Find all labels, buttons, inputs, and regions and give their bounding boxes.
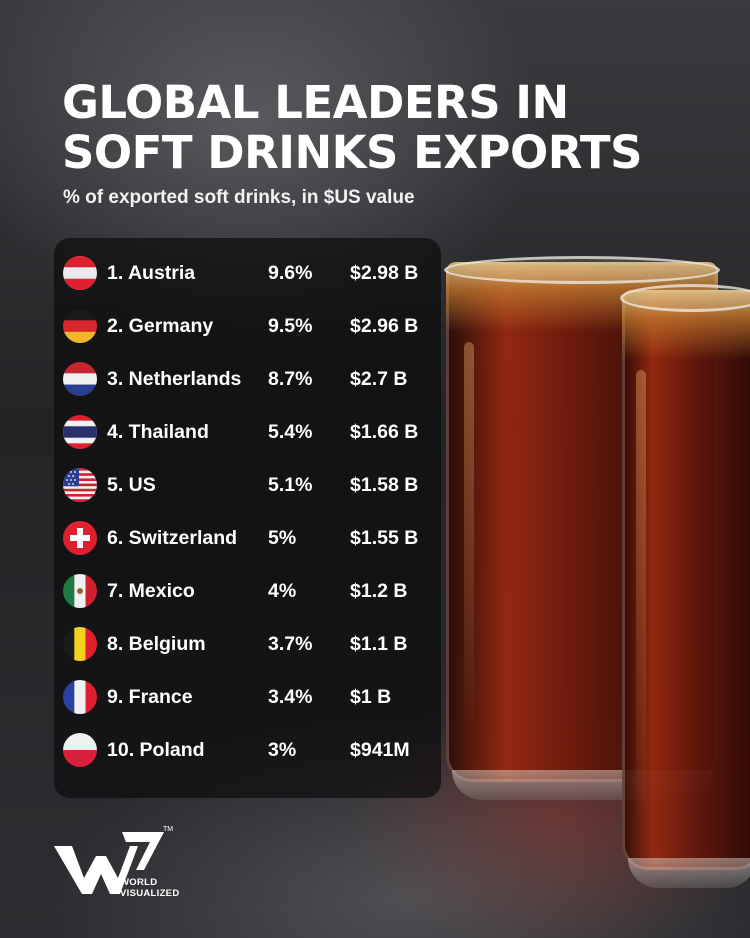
ranking-row: 5. US 5.1% $1.58 B	[54, 467, 441, 507]
country-name: 5. US	[107, 474, 156, 496]
ranking-row: 6. Switzerland 5% $1.55 B	[54, 520, 441, 560]
export-percent: 3.4%	[268, 686, 313, 708]
title-line-1: GLOBAL LEADERS IN	[62, 76, 569, 129]
country-name: 8. Belgium	[107, 633, 206, 655]
export-percent: 4%	[268, 580, 297, 602]
soda-glass-front-rim	[620, 284, 750, 312]
export-value: $1.1 B	[350, 633, 408, 655]
export-value: $1 B	[350, 686, 392, 708]
export-value: $2.96 B	[350, 315, 419, 337]
logo-trademark: TM	[163, 826, 174, 833]
soda-glass-front-shine	[636, 370, 646, 830]
export-value: $941M	[350, 739, 410, 761]
export-percent: 3%	[268, 739, 297, 761]
switzerland-flag-icon	[63, 521, 97, 555]
poland-flag-icon	[63, 733, 97, 767]
soda-glass-front	[620, 284, 750, 888]
ranking-row: 9. France 3.4% $1 B	[54, 679, 441, 719]
page-subtitle: % of exported soft drinks, in $US value	[63, 187, 415, 208]
country-name: 6. Switzerland	[107, 527, 238, 549]
title-line-2: SOFT DRINKS EXPORTS	[62, 126, 643, 179]
export-value: $2.98 B	[350, 262, 419, 284]
france-flag-icon	[63, 680, 97, 714]
ranking-row: 7. Mexico 4% $1.2 B	[54, 573, 441, 613]
export-value: $2.7 B	[350, 368, 408, 390]
country-name: 1. Austria	[107, 262, 196, 284]
austria-flag-icon	[63, 256, 97, 290]
export-value: $1.58 B	[350, 474, 419, 496]
export-value: $1.55 B	[350, 527, 419, 549]
export-value: $1.2 B	[350, 580, 408, 602]
logo-line-1: WORLD	[120, 877, 158, 888]
soda-glass-front-base	[628, 858, 750, 888]
export-percent: 5.4%	[268, 421, 313, 443]
country-name: 2. Germany	[107, 315, 214, 337]
ranking-row: 8. Belgium 3.7% $1.1 B	[54, 626, 441, 666]
export-percent: 5%	[268, 527, 297, 549]
export-percent: 9.5%	[268, 315, 313, 337]
netherlands-flag-icon	[63, 362, 97, 396]
germany-flag-icon	[63, 309, 97, 343]
logo-line-2: VISUALIZED	[120, 888, 180, 899]
belgium-flag-icon	[63, 627, 97, 661]
country-name: 9. France	[107, 686, 193, 708]
export-percent: 3.7%	[268, 633, 313, 655]
export-percent: 5.1%	[268, 474, 313, 496]
us-flag-icon	[63, 468, 97, 502]
ranking-panel: 1. Austria 9.6% $2.98 B 2. Germany 9.5% …	[54, 238, 441, 798]
ranking-row: 2. Germany 9.5% $2.96 B	[54, 308, 441, 348]
export-value: $1.66 B	[350, 421, 419, 443]
soda-glass-back-shine	[464, 342, 474, 742]
ranking-row: 4. Thailand 5.4% $1.66 B	[54, 414, 441, 454]
world-visualized-logo-icon	[54, 832, 164, 894]
ranking-row: 10. Poland 3% $941M	[54, 732, 441, 772]
ranking-row: 1. Austria 9.6% $2.98 B	[54, 255, 441, 295]
mexico-flag-icon	[63, 574, 97, 608]
export-percent: 8.7%	[268, 368, 313, 390]
export-percent: 9.6%	[268, 262, 313, 284]
country-name: 4. Thailand	[107, 421, 209, 443]
page-title: GLOBAL LEADERS IN SOFT DRINKS EXPORTS	[62, 78, 712, 178]
country-name: 10. Poland	[107, 739, 205, 761]
country-name: 7. Mexico	[107, 580, 195, 602]
soda-glass-back-rim	[444, 256, 720, 284]
thailand-flag-icon	[63, 415, 97, 449]
country-name: 3. Netherlands	[107, 368, 242, 390]
ranking-row: 3. Netherlands 8.7% $2.7 B	[54, 361, 441, 401]
logo-wordmark: WORLD VISUALIZED	[120, 877, 179, 899]
soda-glass-front-liquid	[622, 290, 750, 870]
